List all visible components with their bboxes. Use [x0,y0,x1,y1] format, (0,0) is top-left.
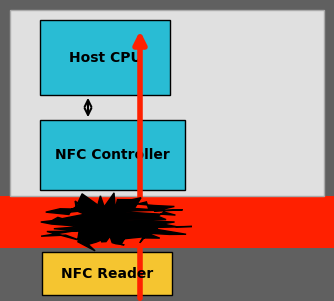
Bar [10,10,324,196]
Text: NFC Reader: NFC Reader [61,266,153,281]
Text: NFC Controller: NFC Controller [55,148,170,162]
Text: Host CPU: Host CPU [68,51,141,64]
Bar [40,20,170,95]
Bar [0,248,334,301]
Polygon shape [41,193,192,251]
Bar [40,120,185,190]
Bar [0,196,334,248]
Bar [42,252,172,295]
